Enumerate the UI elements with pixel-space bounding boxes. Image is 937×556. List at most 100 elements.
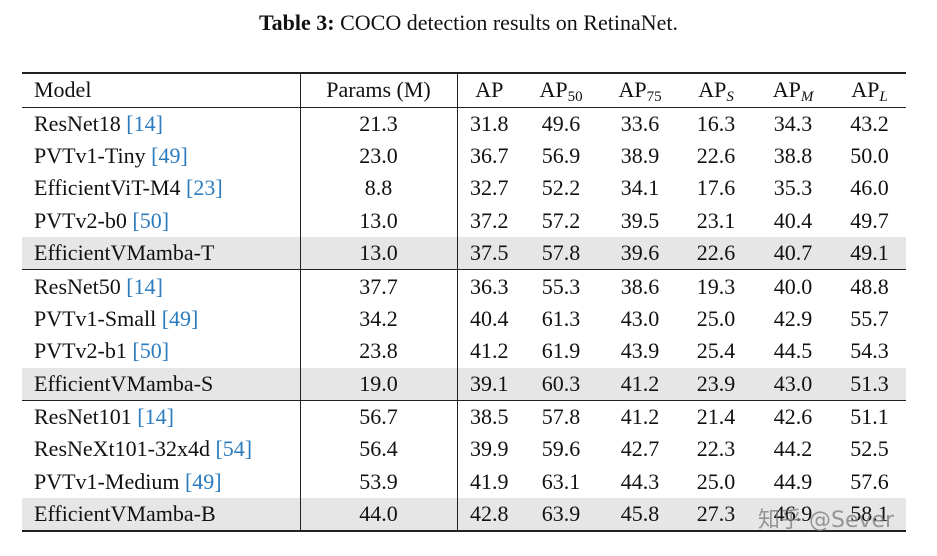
value-cell: 57.2 <box>541 208 581 234</box>
value-cell: 16.3 <box>696 110 736 136</box>
value-cell: 53.9 <box>300 465 458 499</box>
table-row: PVTv1-Tiny [49] 23.0 36.7 56.9 38.9 22.6 38.8 5… <box>22 139 906 173</box>
model-name: PVTv2-b0 <box>34 208 127 234</box>
citation: [14] <box>126 110 163 136</box>
column-header: APS <box>679 73 753 107</box>
row-group: ResNet18 [14] 21.3 31.8 49.6 33.6 16.3 34.3 43.… <box>22 107 906 270</box>
column-header: AP <box>457 73 521 107</box>
header-text: AP <box>851 77 880 103</box>
value-cell: 40.4 <box>773 208 813 234</box>
header-text: AP <box>475 77 504 103</box>
value-cell: 40.4 <box>470 305 509 331</box>
value-cell: 13.0 <box>300 204 458 238</box>
citation: [49] <box>184 468 222 494</box>
citation: [50] <box>132 208 170 234</box>
value-cell: 40.7 <box>773 240 813 266</box>
value-cell: 37.7 <box>300 269 458 303</box>
value-cell: 35.3 <box>773 175 813 201</box>
row-group: ResNet50 [14] 37.7 36.3 55.3 38.6 19.3 40.0 48.… <box>22 269 906 401</box>
value-cell: 56.4 <box>300 432 458 466</box>
table-row: ResNeXt101-32x4d [54] 56.4 39.9 59.6 42.7 22.… <box>22 432 906 466</box>
value-cell: 19.0 <box>300 367 458 401</box>
value-cell: 41.2 <box>620 403 660 429</box>
model-name: EfficientVMamba-S <box>34 370 214 396</box>
caption: Table 3: COCO detection results on Retin… <box>0 10 937 36</box>
value-cell: 42.8 <box>470 500 509 526</box>
value-cell: 56.7 <box>300 400 458 433</box>
value-cell: 23.9 <box>696 370 736 396</box>
value-cell: 57.8 <box>541 240 581 266</box>
citation: [49] <box>161 305 199 331</box>
caption-text: COCO detection results on RetinaNet. <box>340 10 678 35</box>
value-cell: 41.2 <box>470 338 509 364</box>
citation: [54] <box>215 436 253 462</box>
model-name: EfficientVMamba-T <box>34 240 215 266</box>
table-row: ResNet18 [14] 21.3 31.8 49.6 33.6 16.3 34.3 43.… <box>22 107 906 140</box>
value-cell: 56.9 <box>541 142 581 168</box>
value-cell: 37.2 <box>470 208 509 234</box>
value-cell: 21.4 <box>696 403 736 429</box>
value-cell: 22.6 <box>696 142 736 168</box>
table-row: PVTv2-b0 [50] 13.0 37.2 57.2 39.5 23.1 40.4 49.… <box>22 204 906 238</box>
results-table: Model Params (M) AP AP50 AP75 APS APM APL ResNe… <box>22 72 906 532</box>
value-cell: 36.7 <box>470 142 509 168</box>
model-name: PVTv2-b1 <box>34 338 127 364</box>
value-cell: 55.3 <box>541 273 581 299</box>
column-header: AP50 <box>521 73 601 107</box>
model-cell: EfficientVMamba-T <box>22 237 301 270</box>
model-name: PVTv1-Tiny <box>34 142 146 168</box>
table-row: EfficientVMamba-B 44.0 42.8 63.9 45.8 27.3 46.… <box>22 498 906 531</box>
model-cell: EfficientVMamba-S <box>22 367 301 401</box>
value-cell: 22.3 <box>696 436 736 462</box>
header-text: Model <box>34 77 92 103</box>
header-text: AP <box>618 77 647 103</box>
value-cell: 44.0 <box>300 498 458 531</box>
value-cell: 52.2 <box>541 175 581 201</box>
value-cell: 49.1 <box>850 240 889 266</box>
value-cell: 38.8 <box>773 142 813 168</box>
value-cell: 51.3 <box>850 370 889 396</box>
model-cell: PVTv2-b0 [50] <box>22 204 301 238</box>
table-row: EfficientVMamba-S 19.0 39.1 60.3 41.2 23.9 43.… <box>22 367 906 401</box>
value-cell: 50.0 <box>850 142 889 168</box>
citation: [23] <box>186 175 223 201</box>
value-cell: 27.3 <box>696 500 736 526</box>
value-cell: 41.2 <box>620 370 660 396</box>
header-subscript: 75 <box>646 89 662 106</box>
column-header: Model <box>22 73 301 107</box>
value-cell: 43.0 <box>773 370 813 396</box>
value-cell: 34.1 <box>620 175 660 201</box>
model-name: ResNet101 <box>34 403 132 429</box>
value-cell: 51.1 <box>850 403 889 429</box>
header-text: Params (M) <box>326 77 431 103</box>
value-cell: 34.3 <box>773 110 813 136</box>
value-cell: 59.6 <box>541 436 581 462</box>
value-cell: 43.0 <box>620 305 660 331</box>
table-row: EfficientVMamba-T 13.0 37.5 57.8 39.6 22.6 40.… <box>22 237 906 270</box>
value-cell: 39.5 <box>620 208 660 234</box>
value-cell: 21.3 <box>300 107 458 140</box>
value-cell: 58.1 <box>850 500 889 526</box>
value-cell: 38.5 <box>470 403 509 429</box>
value-cell: 25.4 <box>696 338 736 364</box>
value-cell: 32.7 <box>470 175 509 201</box>
value-cell: 25.0 <box>696 468 736 494</box>
header-row: Model Params (M) AP AP50 AP75 APS APM APL <box>22 73 906 107</box>
header-text: AP <box>772 77 801 103</box>
value-cell: 33.6 <box>620 110 660 136</box>
value-cell: 34.2 <box>300 302 458 336</box>
value-cell: 25.0 <box>696 305 736 331</box>
value-cell: 39.9 <box>470 436 509 462</box>
citation: [50] <box>132 338 170 364</box>
value-cell: 61.3 <box>541 305 581 331</box>
model-cell: PVTv1-Medium [49] <box>22 465 301 499</box>
header-subscript: S <box>726 89 734 106</box>
value-cell: 44.5 <box>773 338 813 364</box>
table-row: PVTv2-b1 [50] 23.8 41.2 61.9 43.9 25.4 44.5 54.… <box>22 335 906 368</box>
row-group: ResNet101 [14] 56.7 38.5 57.8 41.2 21.4 42.6 51… <box>22 400 906 531</box>
table-row: EfficientViT-M4 [23] 8.8 32.7 52.2 34.1 17.6 3… <box>22 172 906 205</box>
table-head: Model Params (M) AP AP50 AP75 APS APM APL <box>22 73 906 107</box>
value-cell: 13.0 <box>300 237 458 270</box>
value-cell: 37.5 <box>470 240 509 266</box>
